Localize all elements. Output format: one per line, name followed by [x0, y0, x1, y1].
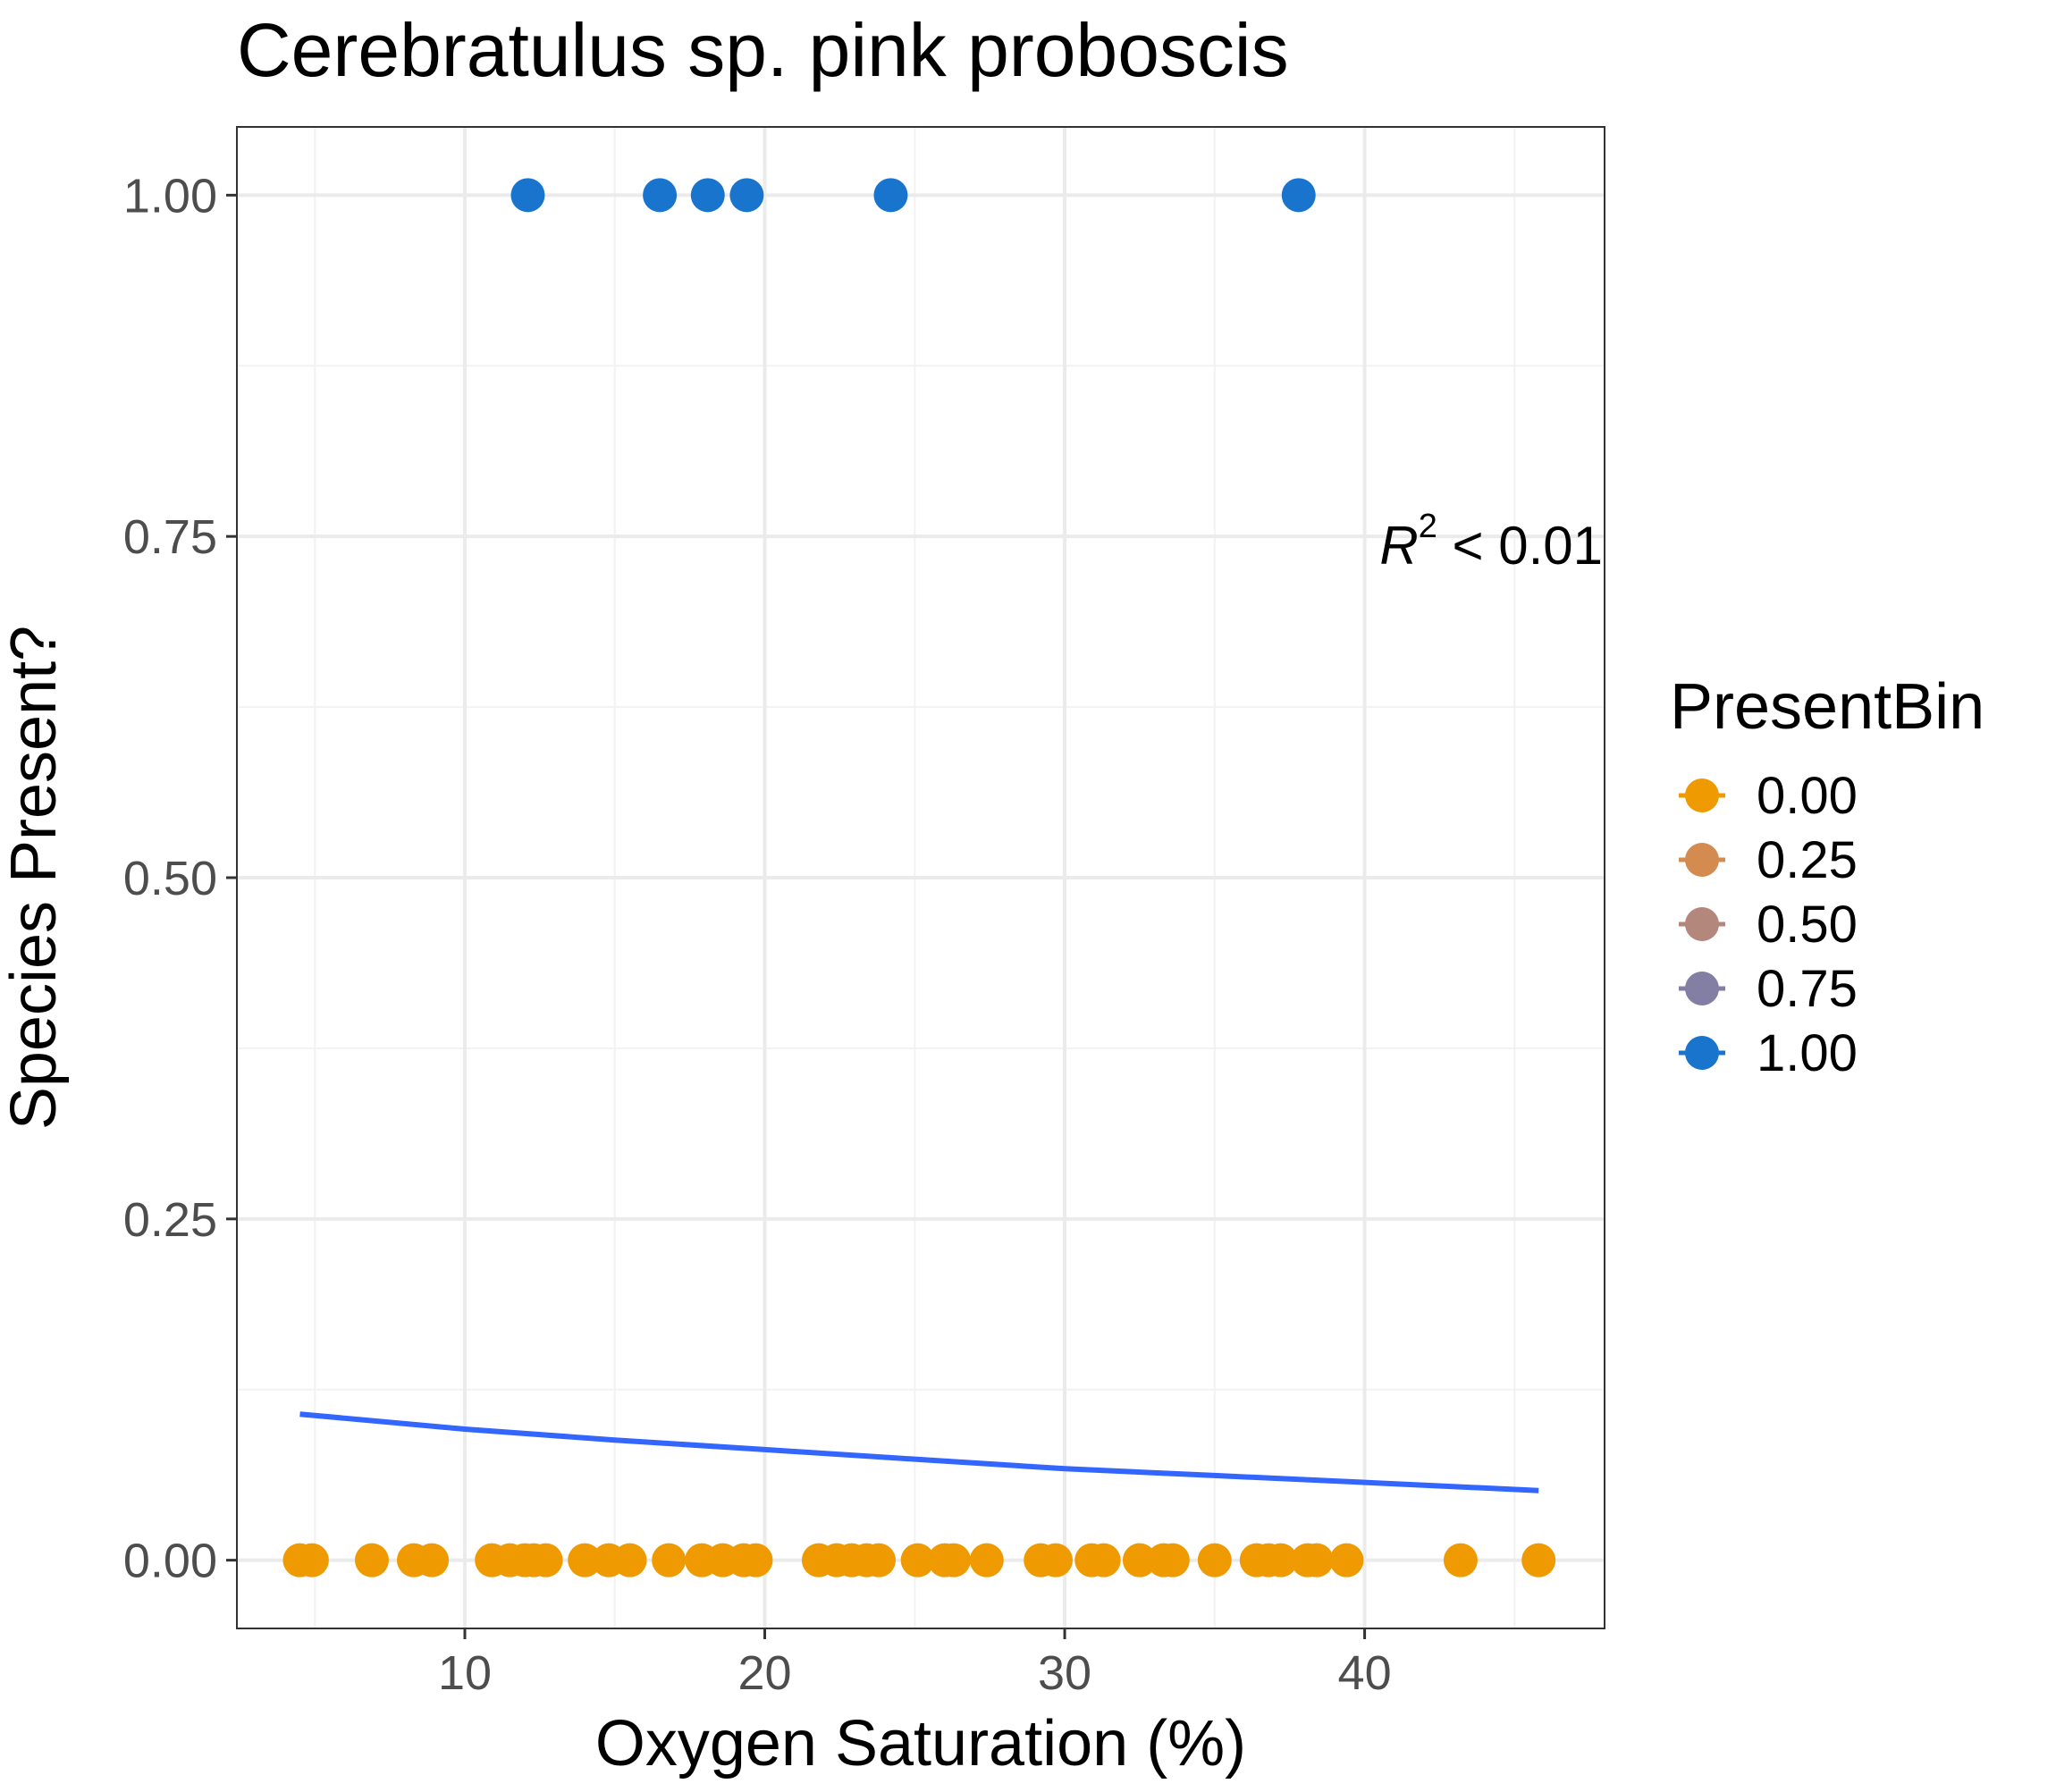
data-point	[873, 178, 908, 213]
data-point	[1038, 1543, 1073, 1577]
data-point	[1197, 1543, 1232, 1577]
data-point	[862, 1543, 897, 1577]
x-tick-label: 40	[1338, 1646, 1392, 1700]
data-point	[354, 1543, 389, 1577]
data-point	[900, 1543, 935, 1577]
data-point	[1329, 1543, 1364, 1577]
legend-key-point	[1685, 843, 1719, 877]
data-point	[294, 1543, 329, 1577]
data-point	[510, 178, 545, 213]
data-point	[1122, 1543, 1157, 1577]
y-tick-label: 1.00	[123, 169, 217, 223]
data-point	[528, 1543, 563, 1577]
data-point	[1086, 1543, 1121, 1577]
x-axis-title: Oxygen Saturation (%)	[595, 1708, 1246, 1779]
r-symbol: R	[1379, 516, 1418, 576]
y-tick-label: 0.25	[123, 1193, 217, 1247]
y-tick-label: 0.50	[123, 852, 217, 905]
data-point	[652, 1543, 687, 1577]
x-tick-label: 30	[1038, 1646, 1091, 1700]
data-point	[612, 1543, 647, 1577]
legend-key-point	[1685, 1036, 1719, 1070]
data-point	[1263, 1543, 1298, 1577]
legend-title: PresentBin	[1670, 671, 1984, 743]
data-point	[643, 178, 678, 213]
legend: PresentBin 0.00 0.25 0.50 0.75 1.00	[1670, 671, 1984, 1082]
data-point	[738, 1543, 773, 1577]
legend-label: 0.00	[1757, 767, 1858, 825]
data-point	[1521, 1543, 1556, 1577]
r-relation: < 0.01	[1437, 516, 1603, 576]
fit-line	[299, 1411, 1539, 1493]
fit-layer	[299, 1411, 1539, 1493]
legend-label: 0.25	[1757, 831, 1858, 889]
data-point	[1443, 1543, 1478, 1577]
data-point	[936, 1543, 971, 1577]
x-tick-label: 10	[438, 1646, 492, 1700]
r-superscript: 2	[1419, 508, 1437, 545]
legend-key-point	[1685, 778, 1719, 812]
data-point	[1281, 178, 1316, 213]
data-point	[1299, 1543, 1334, 1577]
legend-label: 0.75	[1757, 960, 1858, 1018]
legend-label: 1.00	[1757, 1024, 1858, 1082]
y-axis-title: Species Present?	[0, 626, 70, 1130]
x-tick-label: 20	[737, 1646, 791, 1700]
data-point	[415, 1543, 450, 1577]
points-layer	[282, 178, 1556, 1577]
data-point	[1155, 1543, 1190, 1577]
y-tick-label: 0.75	[123, 510, 217, 564]
data-point	[729, 178, 764, 213]
chart-title: Cerebratulus sp. pink proboscis	[237, 8, 1289, 92]
data-point	[568, 1543, 602, 1577]
data-point	[690, 178, 725, 213]
grid-layer	[237, 127, 1605, 1628]
y-tick-label: 0.00	[123, 1535, 217, 1588]
data-point	[969, 1543, 1004, 1577]
legend-key-point	[1685, 972, 1719, 1005]
legend-key-point	[1685, 907, 1719, 941]
legend-label: 0.50	[1757, 896, 1858, 954]
axis-layer: 10 20 30 40 0.00 0.25 0.50 0.75 1.00	[123, 169, 1392, 1700]
r-squared-annotation: R2 < 0.01	[1379, 508, 1603, 576]
